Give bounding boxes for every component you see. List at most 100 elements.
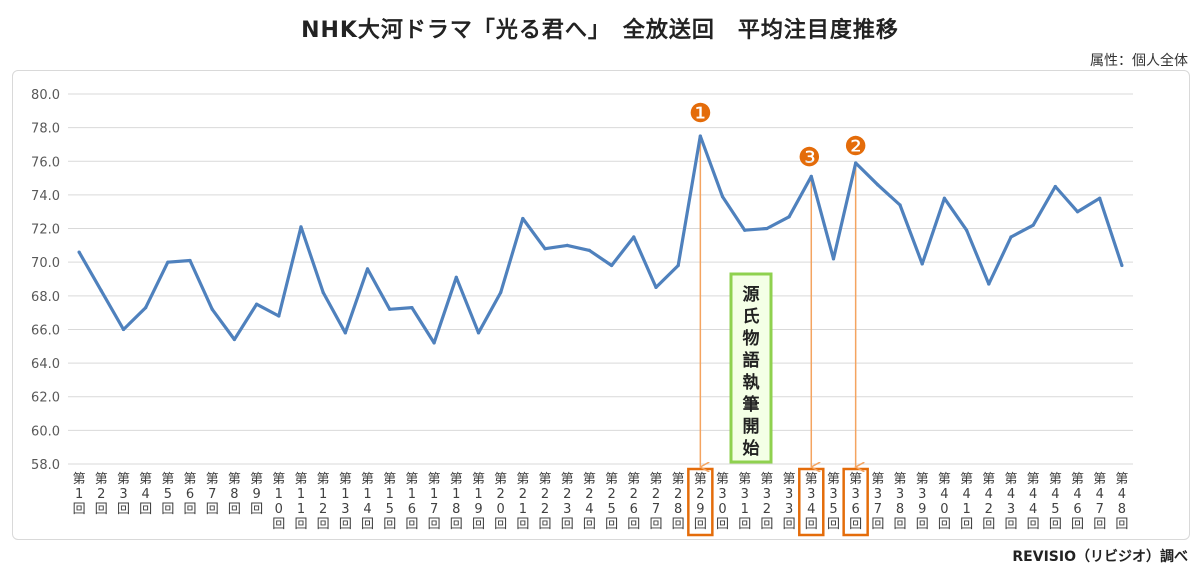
data-point (454, 275, 458, 279)
annotation-text: 源氏物語執筆開始 (743, 284, 760, 459)
data-point (587, 248, 592, 253)
y-tick-label: 70.0 (31, 256, 60, 271)
data-point (166, 260, 170, 264)
data-point (277, 314, 281, 318)
data-point (720, 194, 725, 199)
data-point (787, 215, 791, 219)
y-tick-label: 62.0 (31, 391, 60, 406)
y-tick-label: 68.0 (31, 290, 60, 305)
data-point (1031, 223, 1035, 227)
data-point (99, 289, 103, 293)
data-point (321, 290, 325, 295)
data-point (1053, 184, 1057, 189)
data-point (410, 305, 414, 310)
data-point (521, 216, 525, 221)
data-point (942, 196, 947, 200)
y-tick-label: 76.0 (31, 155, 60, 170)
data-point (898, 203, 902, 207)
data-point (654, 285, 658, 290)
attribute-note: 属性：個人全体 (1090, 53, 1188, 69)
data-point (432, 341, 436, 345)
data-point (876, 183, 880, 187)
plot-frame (12, 70, 1190, 540)
data-point (676, 263, 680, 268)
data-point (854, 161, 858, 165)
y-axis-ticks: 58.0 60.0 62.0 64.0 66.0 68.0 70.0 72.0 74.0 76.0… (31, 88, 60, 473)
y-tick-label: 74.0 (31, 189, 60, 204)
series-line (77, 134, 1124, 345)
data-point (920, 262, 924, 266)
data-point (543, 247, 547, 251)
data-point (1120, 263, 1124, 268)
data-point (388, 307, 392, 311)
y-tick-label: 78.0 (31, 122, 60, 137)
annotations: ❶ ❷❸ 源氏物語執筆開始 (689, 99, 867, 464)
data-point (343, 331, 347, 335)
data-point (609, 263, 614, 268)
annotation-box (729, 272, 773, 464)
data-point (144, 305, 148, 310)
chart-title: NHK大河ドラマ「光る君へ」 全放送回 平均注目度推移 (301, 18, 899, 43)
data-point (698, 134, 702, 138)
data-point (765, 226, 769, 231)
gridlines (68, 93, 1133, 465)
y-tick-label: 64.0 (31, 357, 60, 372)
y-tick-label: 58.0 (31, 458, 60, 473)
data-point (476, 331, 481, 335)
data-point (210, 307, 214, 311)
data-point (565, 243, 569, 247)
y-tick-label: 60.0 (31, 424, 60, 439)
marker-number-badge: ❷ (844, 132, 867, 162)
data-point (232, 337, 237, 342)
data-point (632, 235, 636, 239)
data-point (77, 250, 81, 254)
x-axis-ticks: 第 1 回第 2 回第 3 回第 4 回第 5 回第 6 回第 7 回第 8 回第 9 回第 1 0 回第 1 1 回第 1 2 回第… (73, 472, 1129, 532)
marker-number-badge: ❸ (798, 143, 821, 173)
y-tick-label: 72.0 (31, 223, 60, 238)
data-point (964, 228, 969, 232)
marker-number-badge: ❶ (689, 99, 712, 129)
data-point (188, 258, 192, 263)
